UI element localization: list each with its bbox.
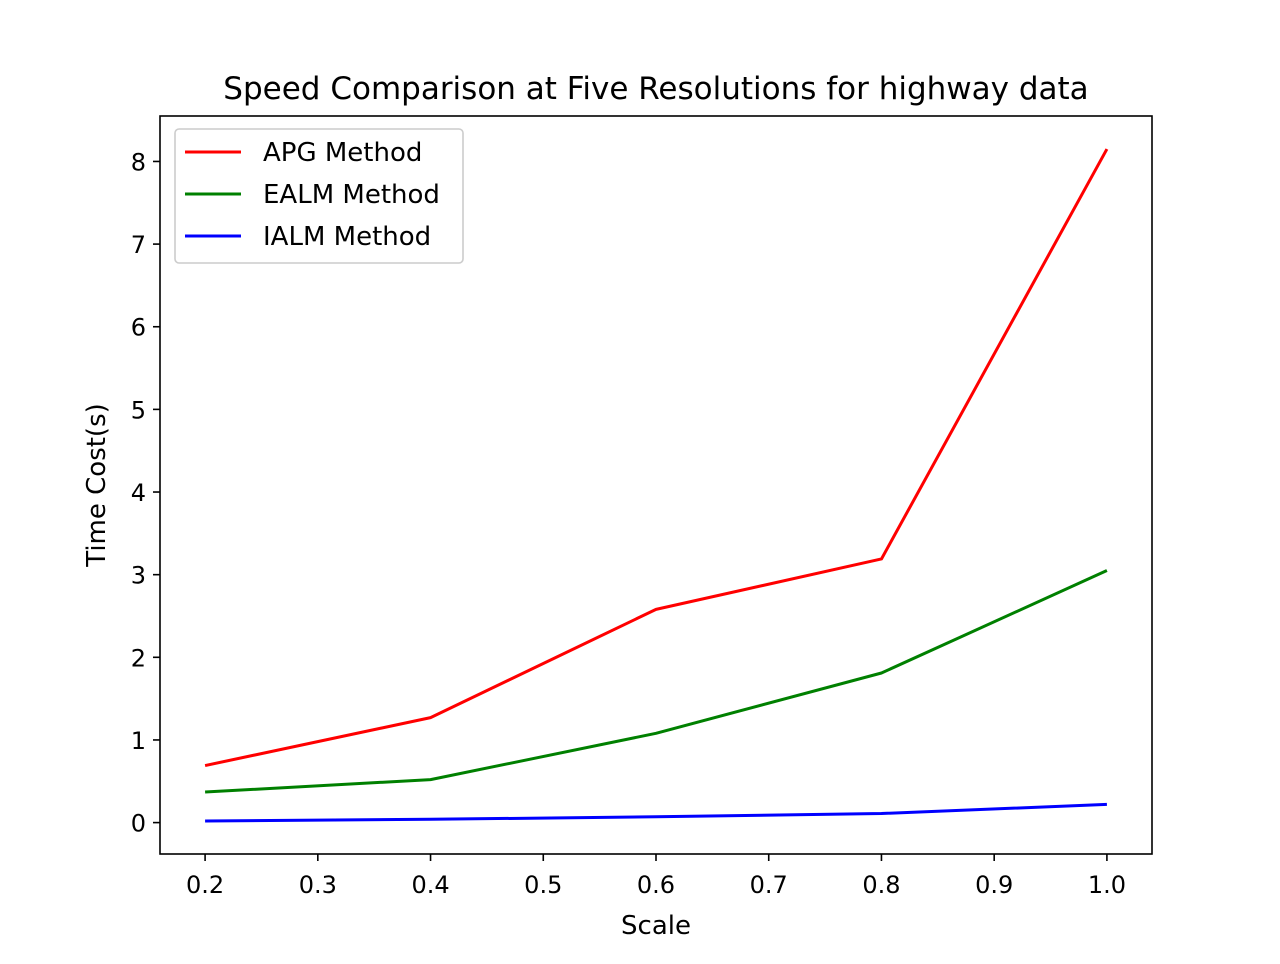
series-line-1 [204,148,1109,768]
y-tick-label: 5 [131,396,146,424]
y-tick-label: 4 [131,479,146,507]
y-tick-label: 3 [131,562,146,590]
y-tick-label: 0 [131,810,146,838]
legend: APG Method EALM Method IALM Method [174,128,464,264]
x-axis-label: Scale [621,911,691,941]
y-tick-label: 7 [131,231,146,259]
series-layer [204,148,1109,823]
legend-label-2: EALM Method [263,180,440,210]
y-tick-label: 6 [131,314,146,342]
y-axis-label: Time Cost(s) [82,403,112,568]
legend-label-1: APG Method [263,138,422,168]
x-tick-label: 0.4 [411,871,449,899]
x-tick-label: 0.5 [524,871,562,899]
y-tick-label: 8 [131,148,146,176]
x-tick-label: 0.2 [186,871,224,899]
series-line-2 [205,569,1108,794]
x-tick-label: 0.3 [299,871,337,899]
legend-box [174,128,464,264]
x-tick-label: 0.9 [975,871,1013,899]
x-tick-label: 1.0 [1088,871,1126,899]
x-tick-label: 0.7 [750,871,788,899]
y-axis-ticks: 0 1 2 3 4 5 6 7 8 [131,148,160,838]
legend-label-3: IALM Method [263,222,431,252]
x-axis-ticks: 0.2 0.3 0.4 0.5 0.6 0.7 0.8 0.9 1.0 [186,854,1126,899]
x-tick-label: 0.8 [862,871,900,899]
x-tick-label: 0.6 [637,871,675,899]
y-tick-label: 1 [131,727,146,755]
series-line-3 [205,802,1107,823]
chart-title: Speed Comparison at Five Resolutions for… [223,71,1088,107]
y-tick-label: 2 [131,644,146,672]
